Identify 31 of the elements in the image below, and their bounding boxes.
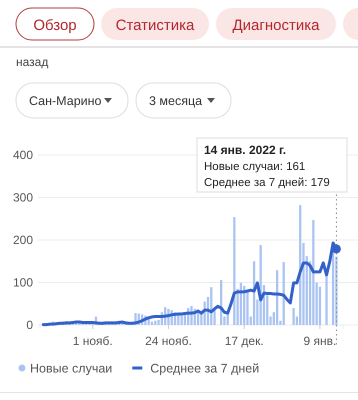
- bar: [282, 262, 285, 325]
- legend-label: Новые случаи: [30, 362, 112, 376]
- text: Обзор: [33, 17, 77, 34]
- x-tick-label: 9 янв.: [304, 334, 336, 348]
- y-tick-label: 200: [12, 232, 34, 247]
- bar: [312, 220, 315, 325]
- x-tick-label: 1 нояб.: [72, 334, 113, 348]
- bar: [240, 282, 242, 325]
- bar: [299, 205, 302, 325]
- text: Диагностика: [232, 17, 320, 34]
- text: Статистика: [116, 17, 196, 34]
- bar: [276, 270, 278, 325]
- bar: [210, 287, 212, 325]
- text: назад: [16, 55, 48, 69]
- bar: [233, 217, 236, 325]
- annotation: 14 янв. 2022 г. Новые случаи: 161 Среднее за 7 дней: 179: [204, 143, 330, 189]
- bar: [292, 308, 295, 325]
- y-tick-label: 400: [12, 148, 34, 162]
- bar: [243, 286, 246, 325]
- bar: [220, 280, 222, 325]
- bar: [150, 322, 154, 325]
- text: Сан-Марино: [29, 94, 102, 108]
- y-tick-label: 100: [12, 275, 34, 290]
- x-tick-label: 17 дек.: [224, 334, 264, 348]
- legend-label: Среднее за 7 дней: [150, 362, 260, 376]
- bar: [180, 316, 183, 325]
- y-tick-label: 300: [12, 190, 34, 204]
- bar: [154, 320, 156, 325]
- y-tick-label: 0: [26, 318, 34, 332]
- x-tick-label: 24 нояб.: [145, 334, 192, 348]
- text: 3 месяца: [149, 94, 202, 108]
